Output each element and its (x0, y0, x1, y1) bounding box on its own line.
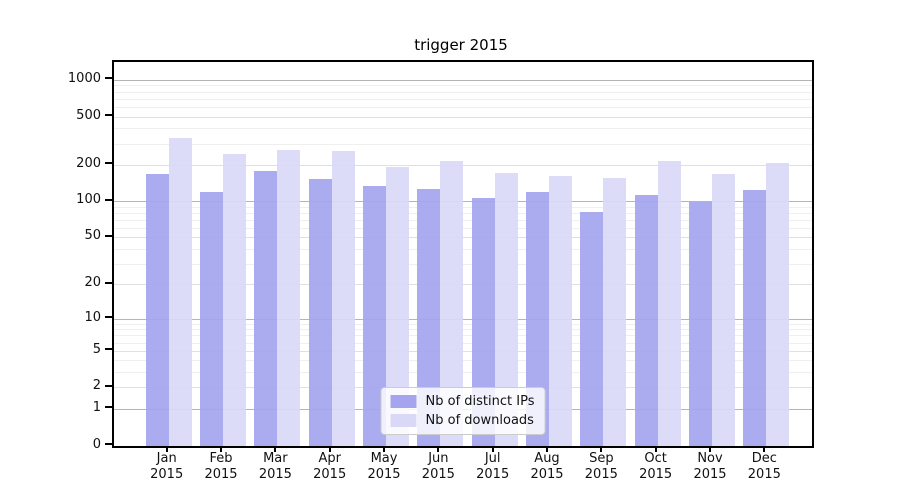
gridline-400 (114, 128, 812, 130)
bar-apr-downloads (331, 151, 355, 446)
bar-sep-downloads (603, 178, 627, 446)
bar-nov-downloads (712, 173, 735, 446)
y-tick-label-100: 100 (76, 192, 101, 208)
x-tick-label-may: May 2015 (367, 451, 401, 482)
y-tick-mark-1 (105, 406, 112, 409)
bar-apr-distinct-ips (308, 178, 332, 446)
y-tick-label-1000: 1000 (67, 70, 101, 86)
bar-feb-downloads (223, 154, 247, 446)
legend-swatch-downloads (390, 414, 417, 427)
x-tick-mark-mar (274, 446, 277, 452)
x-tick-label-jul: Jul 2015 (476, 451, 510, 482)
legend-label-distinct-ips: Nb of distinct IPs (425, 394, 535, 409)
bar-jun-downloads (440, 160, 464, 446)
x-tick-label-nov: Nov 2015 (693, 451, 727, 482)
x-tick-mark-oct (654, 446, 657, 452)
x-tick-mark-nov (709, 446, 711, 452)
gridline-900 (114, 85, 812, 87)
x-tick-label-jan: Jan 2015 (150, 451, 184, 482)
bar-sep-distinct-ips (580, 211, 604, 446)
bar-nov-distinct-ips (689, 201, 712, 446)
plot-area: Nb of distinct IPs Nb of downloads (112, 60, 814, 448)
x-tick-mark-apr (328, 446, 331, 452)
x-tick-mark-feb (220, 446, 223, 452)
x-tick-label-aug: Aug 2015 (530, 451, 564, 482)
gridline-700 (114, 98, 812, 100)
y-tick-label-5: 5 (92, 341, 101, 357)
x-tick-label-feb: Feb 2015 (204, 451, 238, 482)
gridline-1000 (114, 79, 812, 81)
x-tick-mark-jan (165, 446, 168, 452)
bar-jul-distinct-ips (471, 197, 495, 446)
bar-oct-distinct-ips (634, 195, 658, 446)
bar-dec-downloads (766, 163, 790, 446)
x-tick-label-mar: Mar 2015 (258, 451, 292, 482)
legend-swatch-distinct-ips (390, 395, 417, 408)
chart-title: trigger 2015 (414, 36, 508, 54)
y-tick-mark-10 (105, 316, 112, 319)
x-tick-mark-jul (491, 446, 494, 452)
bar-jul-downloads (494, 173, 518, 446)
y-tick-mark-500 (105, 114, 112, 117)
x-tick-mark-may (383, 446, 386, 452)
y-tick-label-10: 10 (84, 309, 101, 325)
bar-jan-downloads (168, 138, 192, 446)
bar-may-distinct-ips (363, 186, 387, 446)
x-tick-label-sep: Sep 2015 (584, 451, 618, 482)
x-tick-label-oct: Oct 2015 (639, 451, 673, 482)
y-tick-mark-100 (105, 198, 112, 201)
gridline-800 (114, 91, 812, 93)
legend-item-distinct-ips: Nb of distinct IPs (390, 394, 535, 409)
bar-feb-distinct-ips (200, 192, 224, 446)
plot-inner (114, 62, 812, 446)
y-tick-label-500: 500 (76, 107, 101, 123)
x-tick-mark-sep (600, 446, 603, 452)
x-tick-mark-jun (437, 446, 440, 452)
bar-jun-distinct-ips (417, 188, 441, 446)
x-tick-label-jun: Jun 2015 (421, 451, 455, 482)
y-tick-mark-2 (105, 384, 112, 387)
legend-item-downloads: Nb of downloads (390, 413, 535, 428)
x-tick-label-apr: Apr 2015 (313, 451, 347, 482)
x-tick-mark-dec (763, 446, 766, 452)
y-tick-label-2: 2 (92, 378, 101, 394)
bar-oct-downloads (657, 160, 681, 446)
y-tick-mark-0 (105, 443, 112, 445)
y-tick-label-0: 0 (92, 436, 101, 452)
bar-may-downloads (386, 166, 410, 446)
y-tick-mark-5 (105, 348, 112, 351)
y-tick-mark-200 (105, 162, 112, 165)
bar-mar-downloads (277, 149, 301, 446)
gridline-300 (114, 143, 812, 145)
x-tick-mark-aug (546, 446, 548, 452)
bar-aug-downloads (549, 176, 572, 446)
x-tick-label-dec: Dec 2015 (747, 451, 781, 482)
y-tick-mark-1000 (105, 77, 112, 80)
bar-aug-distinct-ips (526, 192, 549, 446)
legend-label-downloads: Nb of downloads (425, 413, 534, 428)
bar-dec-distinct-ips (743, 189, 767, 446)
y-tick-label-50: 50 (84, 228, 101, 244)
gridline-500 (114, 116, 812, 118)
legend: Nb of distinct IPs Nb of downloads (380, 387, 546, 435)
y-tick-mark-50 (105, 234, 112, 237)
bar-mar-distinct-ips (254, 170, 278, 446)
y-tick-mark-20 (105, 281, 112, 284)
y-tick-label-200: 200 (76, 155, 101, 171)
y-tick-label-20: 20 (84, 275, 101, 291)
gridline-600 (114, 106, 812, 108)
bar-jan-distinct-ips (145, 173, 169, 446)
y-tick-label-1: 1 (92, 399, 101, 415)
